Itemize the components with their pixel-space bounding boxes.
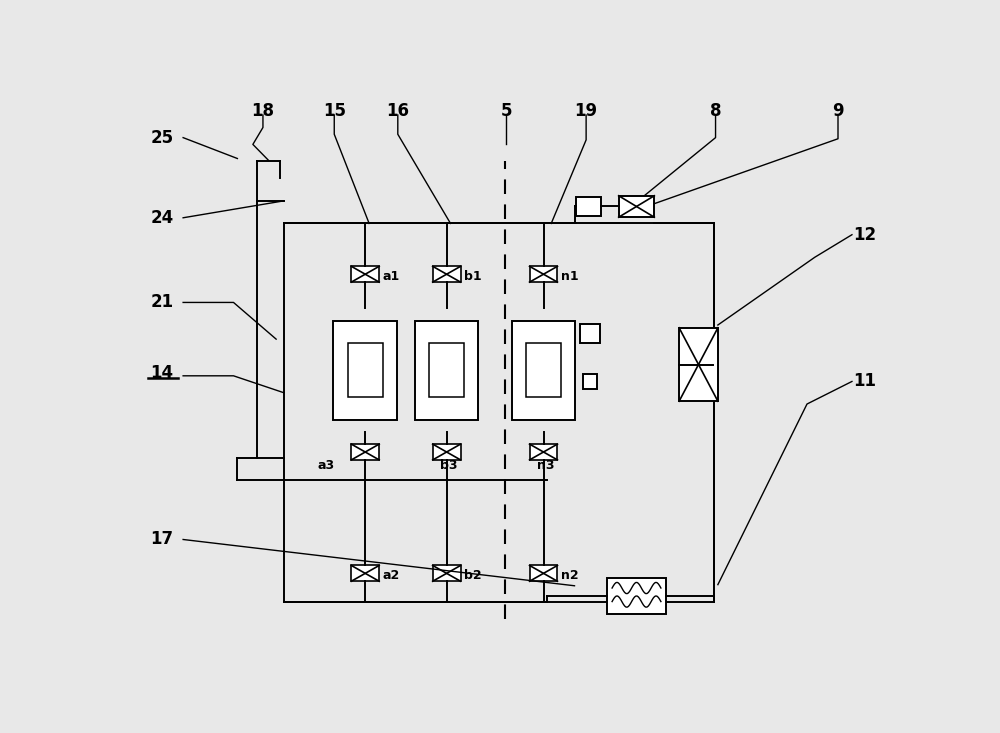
Bar [530,444,557,460]
Text: a2: a2 [382,569,400,582]
Bar [433,266,461,282]
Text: 9: 9 [832,102,844,119]
Bar [576,197,601,216]
Text: 16: 16 [386,102,409,119]
Text: 25: 25 [151,128,174,147]
Bar [607,578,666,614]
Bar [284,224,714,602]
Text: a3: a3 [317,459,334,472]
Text: 11: 11 [854,372,876,391]
Bar [348,343,383,397]
Bar [351,444,379,460]
Bar [619,196,654,217]
Text: n2: n2 [561,569,578,582]
Text: b3: b3 [440,459,458,472]
Bar [351,266,379,282]
Bar [679,328,718,401]
Text: 14: 14 [151,364,174,382]
Text: b1: b1 [464,270,481,283]
Text: 5: 5 [501,102,512,119]
Text: b2: b2 [464,569,481,582]
Text: 21: 21 [151,293,174,312]
Bar [512,321,575,419]
Bar [580,323,600,343]
Bar [530,565,557,581]
Text: 17: 17 [151,531,174,548]
Text: a1: a1 [382,270,400,283]
Bar [333,321,397,419]
Bar [433,565,461,581]
Text: 18: 18 [251,102,274,119]
Bar [433,444,461,460]
Text: 19: 19 [575,102,598,119]
Bar [351,565,379,581]
Text: n1: n1 [561,270,578,283]
Bar [415,321,478,419]
Bar [583,375,597,388]
Bar [429,343,464,397]
Text: n3: n3 [537,459,555,472]
Bar [530,266,557,282]
Text: 12: 12 [854,226,877,243]
Text: 24: 24 [151,209,174,226]
Text: 8: 8 [710,102,721,119]
Bar [526,343,561,397]
Text: 15: 15 [323,102,346,119]
